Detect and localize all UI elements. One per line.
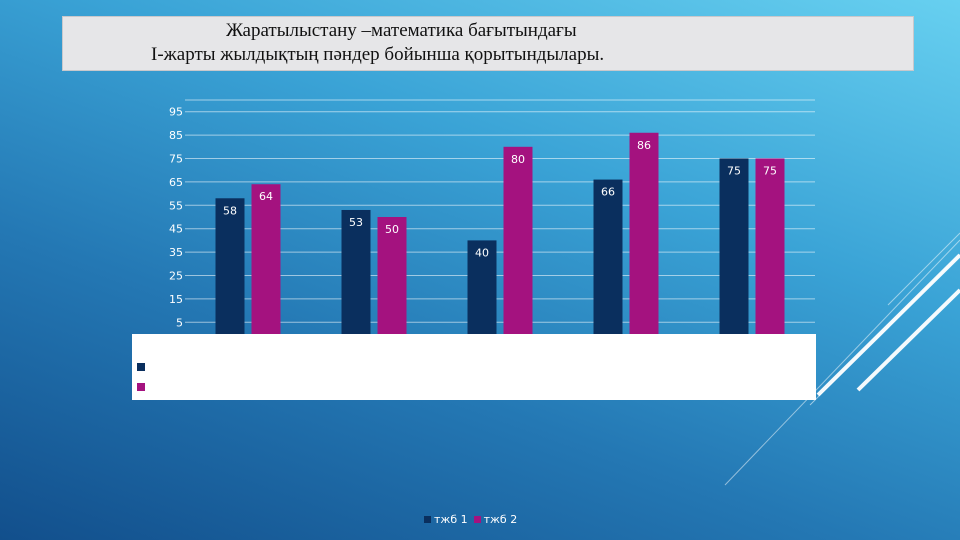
bar-series1 [341, 209, 371, 334]
data-label: 66 [601, 186, 615, 199]
legend-item-series2: тжб 2 [473, 513, 518, 526]
data-label: 50 [385, 223, 399, 236]
y-tick-label: 15 [169, 293, 183, 306]
title-box: Жаратылыстану –математика бағытындағы І-… [62, 16, 914, 71]
bar-series2 [755, 158, 785, 334]
y-tick-label: 45 [169, 223, 183, 236]
data-label: 40 [475, 246, 489, 259]
legend-swatch-series1 [424, 516, 431, 523]
y-tick-label: 25 [169, 270, 183, 283]
bar-series1 [719, 158, 749, 334]
title-line-1: Жаратылыстану –математика бағытындағы [226, 20, 577, 41]
bar-series1 [215, 198, 245, 334]
y-tick-label: 95 [169, 106, 183, 119]
data-label: 58 [223, 204, 237, 217]
bar-series2 [251, 184, 281, 334]
y-tick-label: 5 [176, 316, 183, 329]
bar-series1 [467, 240, 497, 334]
legend-label-series2: тжб 2 [483, 513, 518, 526]
title-line-2: І-жарты жылдықтың пәндер бойынша қорытын… [151, 44, 605, 65]
chart-legend: тжб 1 тжб 2 [424, 513, 517, 526]
y-tick-label: 35 [169, 246, 183, 259]
data-label: 53 [349, 216, 363, 229]
legend-label-series1: тжб 1 [434, 513, 468, 526]
data-label: 80 [511, 153, 525, 166]
bar-series2 [503, 146, 533, 334]
bar-series2 [629, 132, 659, 334]
legend-swatch-series2 [473, 516, 481, 523]
y-tick-label: 85 [169, 129, 183, 142]
y-tick-label: 75 [169, 153, 183, 166]
data-label: 86 [637, 139, 651, 152]
data-label: 64 [259, 190, 273, 203]
legend-panel [132, 334, 816, 400]
bar-series2 [377, 217, 407, 334]
y-tick-label: 65 [169, 176, 183, 189]
series1-swatch [137, 363, 145, 371]
data-label: 75 [727, 165, 741, 178]
legend-item-series1: тжб 1 [424, 513, 468, 526]
data-label: 75 [763, 165, 777, 178]
bar-series1 [593, 179, 623, 334]
series2-swatch [137, 383, 145, 391]
y-tick-label: 55 [169, 199, 183, 212]
